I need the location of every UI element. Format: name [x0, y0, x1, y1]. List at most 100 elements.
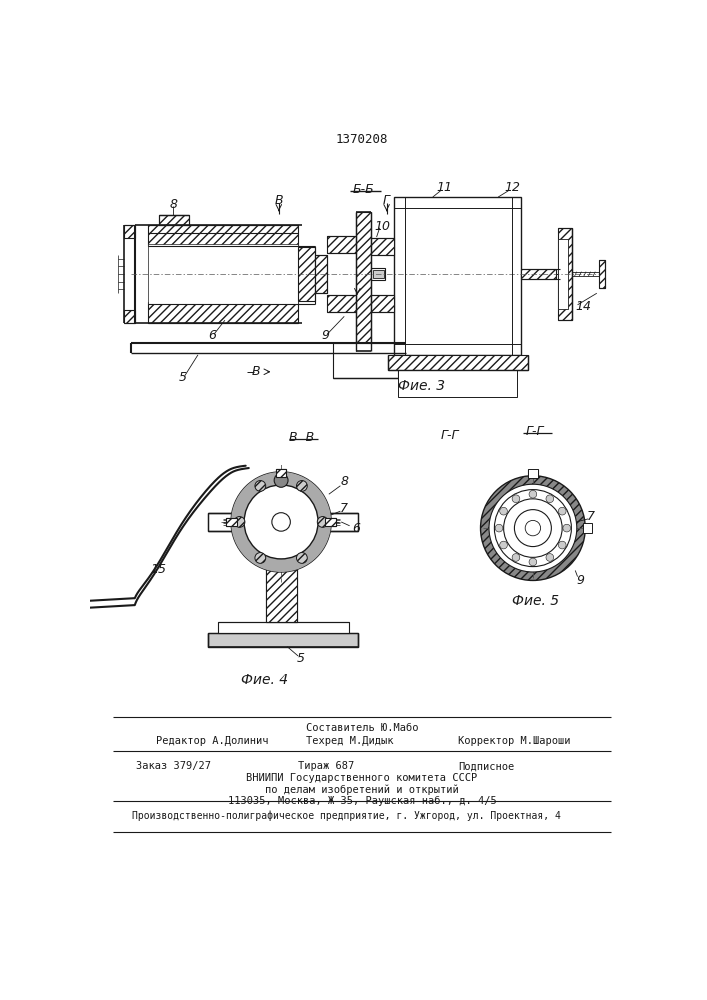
Bar [398, 370, 518, 397]
Bar [124, 310, 135, 323]
Circle shape [503, 499, 562, 557]
Bar [599, 260, 605, 288]
Bar [325, 518, 336, 526]
Bar [208, 633, 358, 647]
Circle shape [495, 524, 503, 532]
Circle shape [512, 554, 520, 561]
Circle shape [563, 524, 571, 532]
Bar [266, 522, 296, 622]
Text: Г-Г: Г-Г [526, 425, 544, 438]
Circle shape [512, 495, 520, 503]
Text: В  В: В В [289, 431, 315, 444]
Text: Г-Г: Г-Г [440, 429, 459, 442]
Bar [583, 523, 592, 533]
Text: 7: 7 [340, 502, 349, 515]
Circle shape [500, 541, 508, 549]
Bar [371, 268, 385, 280]
Bar [373, 270, 383, 278]
Circle shape [546, 495, 554, 503]
Bar [298, 247, 315, 301]
Text: ВНИИПИ Государственного комитета СССР: ВНИИПИ Государственного комитета СССР [246, 773, 477, 783]
Circle shape [489, 484, 577, 572]
Text: Тираж 687: Тираж 687 [298, 761, 354, 771]
Circle shape [494, 490, 571, 567]
Text: Фие. 4: Фие. 4 [240, 673, 288, 687]
Text: 8: 8 [169, 198, 177, 211]
Circle shape [500, 507, 508, 515]
Bar [208, 513, 358, 531]
Text: Заказ 379/27: Заказ 379/27 [136, 761, 211, 771]
Text: 6: 6 [208, 329, 216, 342]
Bar [148, 302, 298, 323]
Bar [327, 236, 356, 253]
Bar [528, 469, 537, 478]
Text: В: В [274, 194, 283, 207]
Text: В: В [252, 365, 260, 378]
Bar [333, 343, 398, 378]
Text: 7: 7 [587, 510, 595, 523]
Bar [266, 522, 296, 622]
Bar [371, 238, 395, 255]
Text: 14: 14 [575, 300, 591, 313]
Bar [226, 518, 238, 526]
Text: 1370208: 1370208 [336, 133, 388, 146]
Bar [395, 197, 521, 355]
Bar [559, 228, 572, 320]
Circle shape [481, 476, 585, 580]
Circle shape [234, 517, 245, 527]
Text: 11: 11 [436, 181, 452, 194]
Text: Фие. 3: Фие. 3 [397, 379, 445, 393]
Circle shape [529, 490, 537, 498]
Text: 10: 10 [375, 220, 391, 233]
Text: Б-Б: Б-Б [353, 183, 375, 196]
Bar [327, 295, 356, 312]
Bar [160, 215, 189, 225]
Text: Составитель Ю.Мабо: Составитель Ю.Мабо [305, 723, 419, 733]
Bar [276, 469, 286, 477]
Text: 9: 9 [577, 574, 585, 587]
Text: 5: 5 [179, 371, 187, 384]
Text: Редактор А.Долинич: Редактор А.Долинич [156, 736, 268, 746]
Bar [148, 244, 298, 304]
Circle shape [317, 517, 328, 527]
Circle shape [559, 507, 566, 515]
Bar [559, 239, 568, 309]
Circle shape [296, 553, 308, 563]
Bar [148, 225, 298, 246]
Text: Производственно-полиграфическое предприятие, г. Ужгород, ул. Проектная, 4: Производственно-полиграфическое предприя… [132, 811, 561, 821]
Circle shape [529, 558, 537, 566]
Circle shape [244, 485, 318, 559]
Bar [356, 212, 371, 351]
Bar [124, 225, 135, 238]
Text: 113035, Москва, Ж-35, Раушская наб., д. 4/5: 113035, Москва, Ж-35, Раушская наб., д. … [228, 796, 496, 806]
Text: 8: 8 [340, 475, 349, 488]
Text: Подписное: Подписное [458, 761, 515, 771]
Circle shape [231, 472, 331, 572]
Circle shape [255, 553, 266, 563]
Bar [521, 269, 556, 279]
Text: Техред М.Дидык: Техред М.Дидык [305, 736, 393, 746]
Text: Г: Г [383, 194, 390, 207]
Bar [218, 622, 349, 633]
Circle shape [255, 481, 266, 491]
Text: 6: 6 [352, 522, 360, 535]
Bar [315, 255, 327, 293]
Circle shape [546, 554, 554, 561]
Text: Корректор М.Шароши: Корректор М.Шароши [458, 736, 571, 746]
Bar [371, 295, 395, 312]
Text: 9: 9 [321, 329, 329, 342]
Text: 12: 12 [504, 181, 520, 194]
Text: по делам изобретений и открытий: по делам изобретений и открытий [265, 785, 459, 795]
Circle shape [296, 481, 308, 491]
Circle shape [525, 520, 541, 536]
Bar [388, 355, 527, 370]
Bar [315, 255, 327, 293]
Circle shape [559, 541, 566, 549]
Circle shape [274, 473, 288, 487]
Circle shape [231, 472, 331, 572]
Text: Фие. 5: Фие. 5 [512, 594, 559, 608]
Text: 15: 15 [150, 563, 166, 576]
Circle shape [515, 510, 551, 547]
Text: 5: 5 [296, 652, 304, 666]
Circle shape [272, 513, 291, 531]
